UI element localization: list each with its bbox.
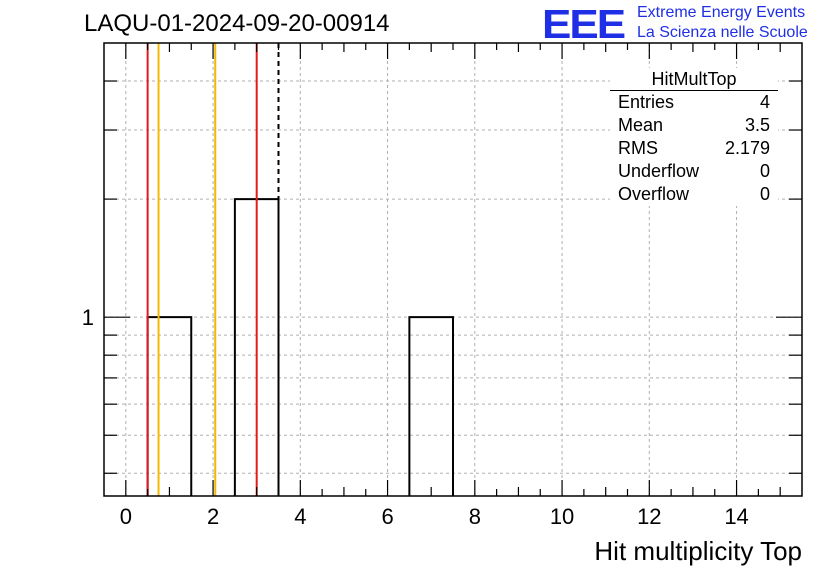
x-axis-label: Hit multiplicity Top (594, 536, 802, 566)
x-tick-label: 14 (724, 504, 748, 529)
y-tick-label: 1 (82, 305, 94, 330)
tick-labels: 0 2 4 6 8 10 12 14 1 (82, 305, 749, 529)
x-tick-label: 4 (294, 504, 306, 529)
stats-label: Overflow (618, 184, 690, 204)
stats-label: Underflow (618, 161, 700, 181)
run-title: LAQU-01-2024-09-20-00914 (84, 10, 390, 37)
stats-row-mean: Mean 3.5 (610, 114, 778, 137)
stats-value: 0 (759, 161, 770, 181)
histogram-bin (408, 316, 454, 496)
stats-value: 3.5 (744, 115, 770, 135)
x-tick-label: 0 (120, 504, 132, 529)
stats-value: 4 (759, 92, 770, 112)
x-tick-label: 6 (381, 504, 393, 529)
stats-label: Mean (618, 115, 664, 135)
eee-logo: EEE (542, 2, 626, 48)
logo-line-1: Extreme Energy Events (637, 4, 806, 21)
stats-label: Entries (618, 92, 675, 112)
stats-value: 2.179 (724, 138, 770, 158)
x-tick-label: 10 (550, 504, 574, 529)
marker-lines (146, 43, 280, 496)
x-tick-label: 2 (207, 504, 219, 529)
x-tick-label: 8 (469, 504, 481, 529)
stats-row-overflow: Overflow 0 (610, 183, 778, 206)
axis-ticks (104, 43, 802, 496)
stats-box: HitMultTop Entries 4 Mean 3.5 RMS 2.179 … (610, 68, 778, 206)
stats-label: RMS (618, 138, 658, 158)
stats-value: 0 (759, 184, 770, 204)
logo-line-2: La Scienza nelle Scuole (637, 24, 808, 41)
stats-row-entries: Entries 4 (610, 91, 778, 114)
stats-row-underflow: Underflow 0 (610, 160, 778, 183)
stats-title: HitMultTop (610, 68, 778, 91)
stats-row-rms: RMS 2.179 (610, 137, 778, 160)
histogram-bin (146, 316, 193, 496)
x-tick-label: 12 (637, 504, 661, 529)
